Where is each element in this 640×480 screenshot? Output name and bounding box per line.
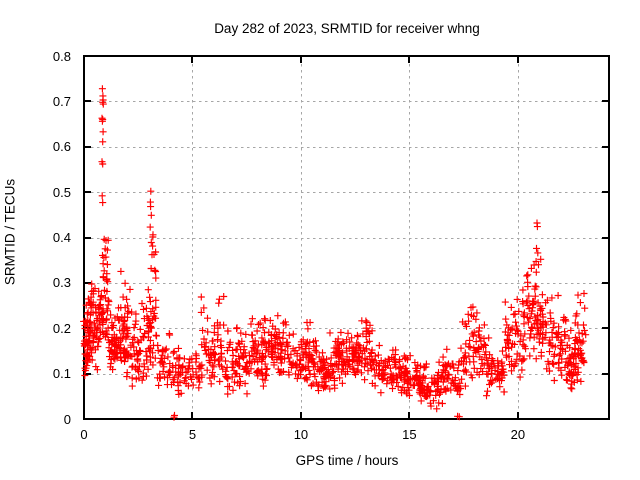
grid-lines (85, 58, 608, 418)
scatter-points (80, 85, 590, 421)
y-tick-label: 0.1 (52, 366, 71, 382)
chart-title: Day 282 of 2023, SRMTID for receiver whn… (214, 21, 480, 36)
x-axis-label: GPS time / hours (295, 453, 399, 468)
y-tick-label: 0.2 (52, 320, 71, 336)
y-tick-label: 0.8 (52, 48, 71, 64)
y-tick-label: 0.6 (52, 139, 71, 155)
x-tick-label: 5 (188, 427, 197, 442)
y-tick-label: 0.7 (52, 93, 71, 109)
y-tick-label: 0 (63, 411, 71, 427)
x-tick-label: 0 (80, 427, 88, 442)
y-tick-label: 0.5 (52, 184, 71, 200)
x-tick-label: 15 (402, 427, 417, 442)
y-tick-label: 0.3 (52, 275, 71, 291)
plot-frame (83, 55, 610, 420)
y-tick-label: 0.4 (52, 230, 71, 245)
x-tick-label: 10 (293, 427, 309, 442)
x-tick-label: 20 (510, 427, 526, 442)
